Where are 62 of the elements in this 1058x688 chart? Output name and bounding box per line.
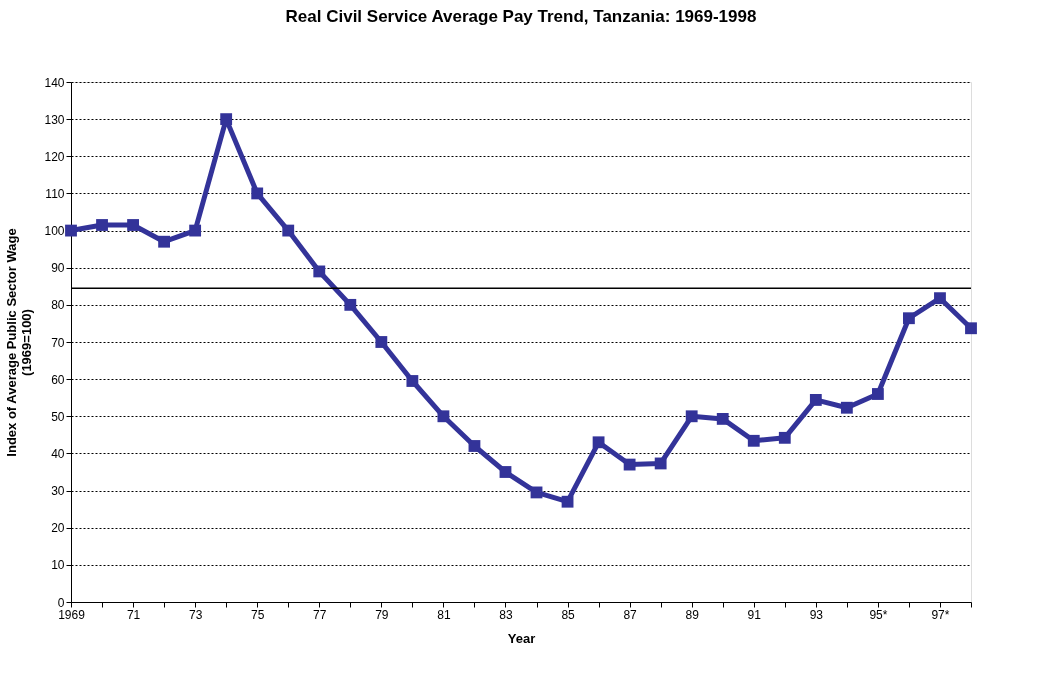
x-tick-label: 87 (623, 607, 638, 622)
point (934, 292, 946, 305)
point (809, 394, 822, 406)
point (375, 336, 388, 348)
x-tick-label: 91 (747, 607, 762, 622)
x-tick-label: 85 (561, 607, 576, 622)
x-tick-label: 93 (809, 607, 824, 622)
x-tick-label: 83 (499, 607, 513, 622)
y-tick-label: 130 (44, 112, 65, 127)
point (903, 312, 915, 325)
point (158, 235, 171, 248)
x-tick-label: 71 (126, 607, 141, 622)
point (965, 322, 977, 335)
point (251, 187, 264, 200)
point (685, 410, 698, 423)
x-tick-label: 75 (251, 607, 265, 622)
y-tick-label: 100 (44, 224, 65, 239)
x-tick-label: 77 (313, 607, 327, 622)
y-tick-label: 120 (44, 149, 65, 164)
x-tick-label: 73 (188, 607, 203, 622)
y-tick-label: 0 (57, 595, 65, 610)
point (592, 436, 605, 449)
y-tick-label: 20 (51, 521, 65, 536)
point (437, 410, 450, 423)
y-tick-label: 140 (44, 75, 65, 90)
point (406, 375, 419, 387)
point (561, 495, 574, 508)
y-tick-label: 110 (45, 186, 65, 201)
point (220, 113, 233, 126)
point (313, 265, 326, 278)
point (127, 219, 139, 231)
y-tick-label: 50 (51, 409, 65, 424)
point (344, 298, 357, 311)
point (189, 224, 202, 237)
y-tick-label: 90 (51, 261, 65, 276)
point (623, 458, 636, 471)
y-tick-label: 30 (51, 484, 65, 499)
y-tick-label: 40 (51, 446, 65, 461)
point (840, 401, 853, 414)
x-tick-label: 95* (869, 607, 888, 622)
point (747, 434, 760, 447)
y-tick-label: 80 (51, 298, 65, 313)
x-tick-label: 1969 (58, 607, 86, 622)
x-tick-label: 81 (437, 607, 451, 622)
y-tick-label: 70 (51, 335, 65, 350)
point (65, 224, 77, 237)
point (282, 224, 295, 237)
y-tick-label: 60 (51, 372, 65, 387)
x-tick-label: 97* (931, 607, 950, 622)
chart-title: Real Civil Service Average Pay Trend, Tanzania: 1969-1998 (285, 7, 757, 26)
point (96, 219, 108, 231)
point (654, 457, 667, 470)
x-axis-title: Year (507, 630, 536, 646)
point (716, 412, 729, 425)
point (871, 388, 884, 400)
x-tick-label: 89 (685, 607, 700, 622)
y-tick-label: 10 (51, 558, 65, 573)
point (468, 440, 481, 452)
x-tick-label: 79 (375, 607, 389, 622)
y-axis-title: Index of Average Public Sector Wage (1969=100) (4, 228, 35, 457)
point (778, 431, 791, 444)
point (499, 466, 512, 478)
